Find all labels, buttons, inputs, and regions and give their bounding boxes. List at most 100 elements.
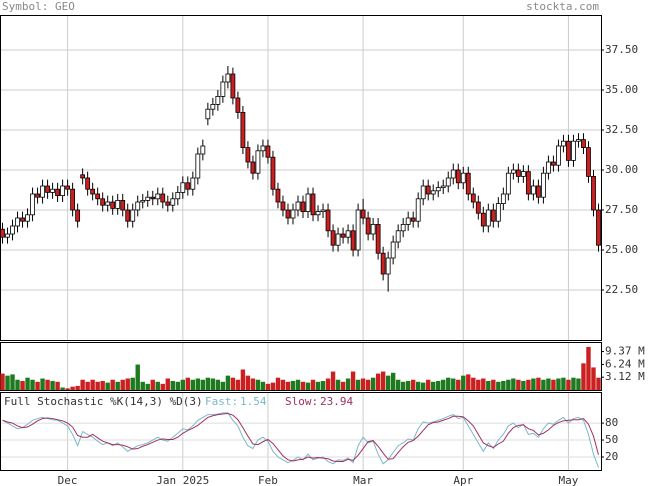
candle-body bbox=[205, 108, 211, 120]
volume-bar bbox=[320, 380, 326, 390]
volume-bar bbox=[20, 380, 25, 390]
candle-body bbox=[500, 193, 506, 205]
volume-bar bbox=[230, 377, 236, 390]
candle-body bbox=[85, 177, 91, 190]
volume-bar bbox=[340, 381, 346, 390]
volume-bar bbox=[370, 377, 376, 390]
candle-body bbox=[450, 169, 456, 179]
candle-body bbox=[591, 175, 596, 211]
volume-bar bbox=[501, 380, 506, 390]
candle-body bbox=[530, 185, 536, 195]
volume-bar bbox=[516, 379, 521, 390]
volume-bar bbox=[250, 378, 256, 390]
candle-body bbox=[430, 190, 436, 195]
volume-bar bbox=[120, 379, 125, 390]
candle-body bbox=[270, 156, 276, 190]
volume-bar bbox=[561, 377, 566, 390]
candle-body bbox=[305, 193, 311, 213]
candle-body bbox=[260, 145, 266, 152]
volume-bar bbox=[130, 377, 135, 390]
legend-label: Fast: bbox=[205, 395, 238, 408]
candle-body bbox=[340, 233, 346, 238]
volume-bar bbox=[0, 373, 5, 390]
candle-body bbox=[525, 171, 531, 195]
volume-bar bbox=[591, 367, 596, 390]
volume-bar bbox=[431, 381, 436, 390]
candle-body bbox=[110, 201, 116, 209]
candle-body bbox=[596, 209, 601, 246]
candle-body bbox=[195, 153, 201, 179]
candle-body bbox=[235, 97, 241, 113]
volume-bar bbox=[511, 378, 516, 390]
candle-body bbox=[586, 147, 591, 177]
volume-bar bbox=[15, 379, 20, 390]
candle-body bbox=[45, 185, 50, 193]
volume-bar bbox=[446, 377, 451, 390]
volume-bar bbox=[295, 379, 301, 390]
candle-body bbox=[495, 203, 501, 222]
candle-body bbox=[160, 193, 166, 203]
candle-body bbox=[40, 185, 45, 198]
volume-bar bbox=[380, 371, 386, 390]
volume-bar bbox=[160, 383, 165, 390]
candle-body bbox=[475, 201, 481, 214]
candle-body bbox=[285, 209, 291, 219]
volume-bar bbox=[581, 363, 586, 390]
volume-bar bbox=[526, 379, 531, 390]
candle-body bbox=[275, 188, 281, 203]
candle-body bbox=[566, 140, 571, 161]
volume-bar bbox=[476, 379, 481, 390]
volume-bar bbox=[300, 381, 306, 390]
volume-bar bbox=[210, 378, 216, 390]
candle-body bbox=[0, 228, 5, 238]
volume-bar bbox=[456, 379, 461, 390]
candle-body bbox=[50, 188, 55, 193]
y-tick-label: 80 bbox=[605, 416, 618, 429]
stochastic-line bbox=[2, 412, 599, 468]
volume-bar bbox=[385, 375, 391, 390]
volume-bar bbox=[150, 379, 155, 390]
candle-body bbox=[440, 185, 446, 189]
volume-bar bbox=[155, 381, 160, 390]
volume-bar bbox=[576, 378, 581, 390]
volume-bar bbox=[240, 369, 246, 390]
legend-label: Slow: bbox=[285, 395, 318, 408]
candle-body bbox=[145, 196, 151, 201]
candle-body bbox=[80, 174, 86, 179]
candle-body bbox=[60, 185, 66, 197]
candle-body bbox=[490, 209, 496, 222]
volume-bar bbox=[400, 381, 406, 390]
candle-body bbox=[455, 169, 461, 184]
candle-body bbox=[571, 140, 576, 161]
candle-body bbox=[465, 172, 471, 195]
candle-body bbox=[150, 196, 156, 200]
volume-bar bbox=[200, 379, 206, 390]
volume-bar bbox=[451, 378, 456, 390]
volume-bar bbox=[415, 381, 421, 390]
volume-bar bbox=[486, 380, 491, 390]
volume-bar bbox=[35, 381, 40, 390]
volume-bar bbox=[471, 377, 476, 390]
volume-bar bbox=[125, 378, 130, 390]
legend-value: 23.94 bbox=[320, 395, 353, 408]
candle-body bbox=[155, 193, 161, 200]
volume-bar bbox=[80, 379, 85, 390]
volume-bar bbox=[25, 377, 30, 390]
candle-body bbox=[420, 185, 426, 200]
volume-bar bbox=[521, 380, 526, 390]
volume-bar bbox=[65, 388, 70, 390]
candle-body bbox=[75, 209, 81, 222]
candle-body bbox=[515, 169, 521, 177]
volume-bar bbox=[586, 346, 591, 390]
volume-bar bbox=[245, 375, 251, 390]
y-tick-label: 50 bbox=[605, 433, 618, 446]
volume-bar bbox=[426, 379, 431, 390]
candle-body bbox=[230, 73, 236, 99]
volume-bar bbox=[571, 377, 576, 390]
volume-bar bbox=[546, 378, 551, 390]
candle-body bbox=[425, 185, 431, 195]
volume-bar bbox=[436, 380, 441, 390]
candle-body bbox=[280, 201, 286, 211]
volume-bar bbox=[491, 379, 496, 390]
candle-body bbox=[140, 199, 146, 203]
